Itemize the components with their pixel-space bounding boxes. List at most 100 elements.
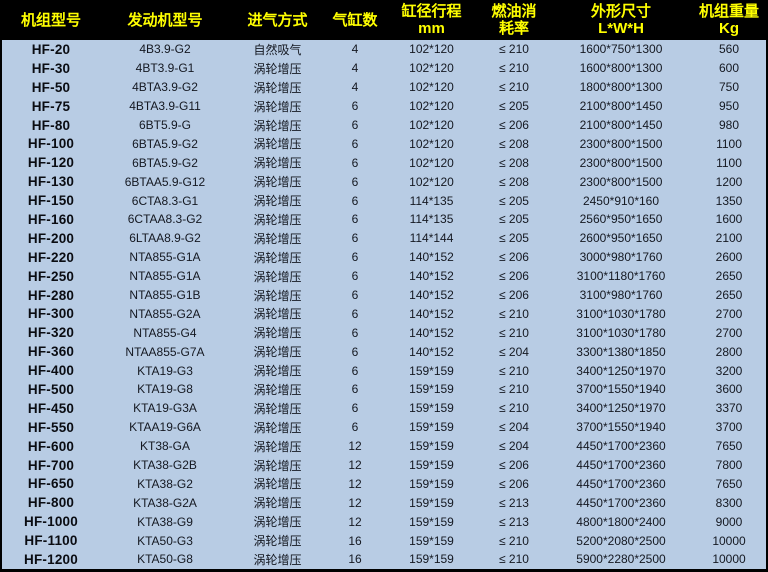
cell-intake: 涡轮增压 <box>253 364 302 379</box>
cell-dimensions: 2300*800*1500 <box>579 174 663 189</box>
cell-model: HF-650 <box>27 476 75 492</box>
cell-dimensions: 2450*910*160 <box>582 193 660 208</box>
cell-fuel-rate: ≤ 213 <box>499 495 529 510</box>
cell-weight: 7650 <box>715 476 743 491</box>
cell-cylinders: 4 <box>351 80 359 95</box>
cell-model: HF-150 <box>27 193 75 209</box>
cell-intake: 涡轮增压 <box>253 534 302 549</box>
cell-weight: 600 <box>718 61 740 76</box>
cell-cylinders: 6 <box>351 231 359 246</box>
cell-engine: 6CTA8.3-G1 <box>131 193 199 208</box>
cell-intake: 涡轮增压 <box>253 269 302 284</box>
cell-cylinders: 16 <box>348 533 362 548</box>
cell-model: HF-30 <box>31 60 71 76</box>
cell-cylinders: 6 <box>351 420 359 435</box>
cell-engine: 6BTAA5.9-G12 <box>124 174 206 189</box>
table-row: HF-500 KTA19-G8 涡轮增压 6 159*159 ≤ 210 3700*1550… <box>2 380 766 399</box>
cell-model: HF-120 <box>27 155 75 171</box>
cell-weight: 10000 <box>712 533 746 548</box>
cell-bore-stroke: 159*159 <box>409 476 454 491</box>
cell-dimensions: 3700*1550*1940 <box>576 420 666 435</box>
cell-intake: 自然吸气 <box>253 42 302 57</box>
table-row: HF-280 NTA855-G1B 涡轮增压 6 140*152 ≤ 206 3100*98… <box>2 286 766 305</box>
cell-intake: 涡轮增压 <box>253 458 302 473</box>
cell-cylinders: 6 <box>351 193 359 208</box>
cell-weight: 750 <box>718 80 740 95</box>
column-header-model: 机组型号 <box>2 0 100 40</box>
cell-model: HF-700 <box>27 457 75 473</box>
cell-model: HF-400 <box>27 363 75 379</box>
cell-dimensions: 3400*1250*1970 <box>576 401 666 416</box>
cell-intake: 涡轮增压 <box>253 420 302 435</box>
table-row: HF-800 KTA38-G2A 涡轮增压 12 159*159 ≤ 213 4450*17… <box>2 493 766 512</box>
cell-weight: 950 <box>718 99 740 114</box>
table-row: HF-120 6BTA5.9-G2 涡轮增压 6 102*120 ≤ 208 2300*80… <box>2 153 766 172</box>
cell-bore-stroke: 114*135 <box>409 212 454 227</box>
cell-model: HF-50 <box>31 79 71 95</box>
cell-dimensions: 2560*950*1650 <box>579 212 663 227</box>
cell-bore-stroke: 102*120 <box>409 155 454 170</box>
table-row: HF-50 4BTA3.9-G2 涡轮增压 4 102*120 ≤ 210 1800*800… <box>2 78 766 97</box>
table-row: HF-650 KTA38-G2 涡轮增压 12 159*159 ≤ 206 4450*170… <box>2 474 766 493</box>
table-row: HF-1100 KTA50-G3 涡轮增压 16 159*159 ≤ 210 5200*20… <box>2 531 766 550</box>
cell-engine: NTA855-G1A <box>129 250 201 265</box>
cell-dimensions: 1800*800*1300 <box>579 80 663 95</box>
cell-engine: KTA38-G9 <box>137 514 193 529</box>
cell-dimensions: 3100*1180*1760 <box>576 269 666 284</box>
cell-engine: NTAA855-G7A <box>125 344 205 359</box>
cell-cylinders: 12 <box>348 514 362 529</box>
cell-cylinders: 4 <box>351 61 359 76</box>
cell-intake: 涡轮增压 <box>253 477 302 492</box>
cell-cylinders: 6 <box>351 344 359 359</box>
cell-dimensions: 3300*1380*1850 <box>576 344 666 359</box>
cell-bore-stroke: 114*144 <box>409 231 454 246</box>
column-header-label: 机组重量 <box>698 3 759 20</box>
cell-weight: 2100 <box>715 231 743 246</box>
cell-intake: 涡轮增压 <box>253 345 302 360</box>
cell-intake: 涡轮增压 <box>253 326 302 341</box>
cell-engine: 4B3.9-G2 <box>139 42 191 57</box>
cell-fuel-rate: ≤ 206 <box>499 269 529 284</box>
column-header-weight: 机组重量 Kg <box>692 0 766 40</box>
column-header-label: Kg <box>719 20 739 37</box>
cell-cylinders: 6 <box>351 269 359 284</box>
cell-weight: 2650 <box>715 288 743 303</box>
cell-fuel-rate: ≤ 210 <box>499 552 529 567</box>
cell-intake: 涡轮增压 <box>253 250 302 265</box>
cell-bore-stroke: 102*120 <box>409 136 454 151</box>
column-header-label: 发动机型号 <box>127 11 203 29</box>
cell-dimensions: 3100*1030*1780 <box>576 306 666 321</box>
cell-engine: NTA855-G1B <box>129 288 201 303</box>
cell-dimensions: 3700*1550*1940 <box>576 382 666 397</box>
cell-weight: 2800 <box>715 344 743 359</box>
cell-weight: 560 <box>718 42 740 57</box>
cell-intake: 涡轮增压 <box>253 288 302 303</box>
cell-bore-stroke: 159*159 <box>409 458 454 473</box>
cell-cylinders: 6 <box>351 136 359 151</box>
table-body: HF-20 4B3.9-G2 自然吸气 4 102*120 ≤ 210 1600*750*1… <box>2 40 766 569</box>
column-header-label: 耗率 <box>498 20 529 37</box>
cell-engine: KTA19-G3 <box>137 363 193 378</box>
cell-dimensions: 4450*1700*2360 <box>576 476 666 491</box>
cell-model: HF-20 <box>31 41 71 57</box>
cell-dimensions: 2100*800*1450 <box>579 118 663 132</box>
table-row: HF-250 NTA855-G1A 涡轮增压 6 140*152 ≤ 206 3100*11… <box>2 267 766 286</box>
cell-fuel-rate: ≤ 205 <box>499 231 529 246</box>
cell-engine: KTA38-G2B <box>133 458 197 473</box>
cell-bore-stroke: 159*159 <box>409 552 454 567</box>
cell-cylinders: 6 <box>351 118 359 132</box>
cell-weight: 2600 <box>715 250 743 265</box>
column-header-cylinders: 气缸数 <box>325 0 385 40</box>
cell-weight: 7650 <box>715 439 743 454</box>
cell-cylinders: 6 <box>351 325 359 340</box>
cell-model: HF-300 <box>27 306 75 322</box>
cell-bore-stroke: 159*159 <box>409 439 454 454</box>
column-header-bore-stroke: 缸径行程 mm <box>385 0 478 40</box>
cell-engine: 6BTA5.9-G2 <box>132 155 198 170</box>
cell-model: HF-160 <box>27 211 75 227</box>
cell-bore-stroke: 102*120 <box>409 61 454 76</box>
cell-dimensions: 3100*980*1760 <box>579 288 663 303</box>
cell-fuel-rate: ≤ 204 <box>499 344 529 359</box>
cell-cylinders: 6 <box>351 99 359 114</box>
cell-bore-stroke: 159*159 <box>409 382 454 397</box>
